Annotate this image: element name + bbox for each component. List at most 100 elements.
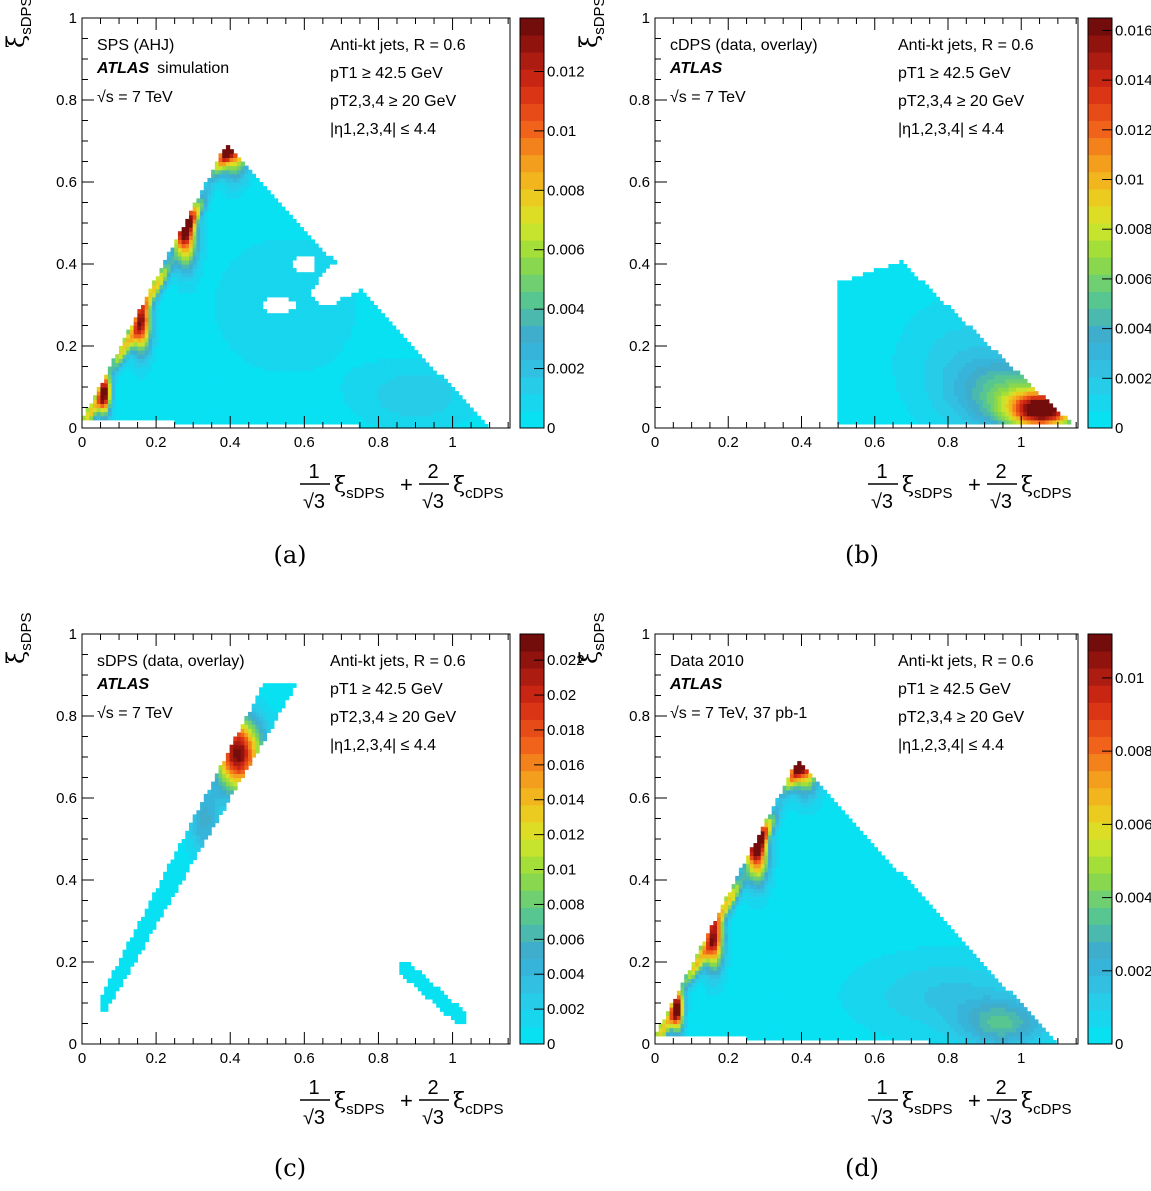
heatmap-cell [314, 333, 319, 339]
heatmap-cell [170, 346, 175, 351]
heatmap-cell [336, 411, 341, 417]
heatmap-cell [859, 317, 864, 322]
sample-label: SPS (AHJ) [97, 37, 174, 54]
heatmap-cell [214, 366, 220, 372]
heatmap-cell [137, 407, 142, 413]
heatmap-cell [314, 358, 319, 363]
heatmap-cell [935, 337, 941, 343]
heatmap-cell [288, 374, 293, 380]
heatmap-cell [203, 333, 209, 339]
heatmap-cell [340, 391, 345, 396]
heatmap-cell [851, 382, 857, 388]
heatmap-cell [935, 350, 941, 355]
heatmap-cell [913, 399, 919, 404]
heatmap-cell [251, 231, 257, 236]
heatmap-cell [141, 317, 146, 322]
heatmap-cell [391, 415, 397, 421]
heatmap-cell [236, 415, 242, 421]
heatmap-cell [240, 317, 245, 322]
heatmap-cell [406, 423, 411, 429]
heatmap-cell [185, 313, 190, 318]
heatmap-cell [873, 272, 879, 277]
heatmap-cell [214, 313, 220, 318]
heatmap-cell [921, 407, 926, 413]
heatmap-cell [126, 329, 131, 335]
heatmap-cell [421, 395, 426, 400]
heatmap-cell [262, 243, 268, 249]
heatmap-cell [244, 366, 249, 372]
heatmap-cell [155, 407, 161, 413]
z-tick-label: 0.006 [547, 242, 585, 259]
heatmap-cell [373, 399, 378, 404]
heatmap-cell [222, 153, 227, 158]
heatmap-cell [170, 341, 175, 347]
heatmap-cell [233, 333, 238, 339]
heatmap-cell [218, 272, 223, 277]
heatmap-cell [203, 382, 209, 388]
heatmap-cell [196, 247, 201, 253]
heatmap-cell [266, 374, 271, 380]
heatmap-cell [177, 415, 183, 421]
heatmap-cell [954, 329, 959, 335]
heatmap-cell [859, 276, 864, 281]
heatmap-cell [910, 309, 915, 314]
heatmap-cell [899, 354, 904, 359]
heatmap-cell [299, 399, 304, 404]
panel-legend: SPS (AHJ)ATLAS simulation√s = 7 TeV [96, 37, 229, 106]
heatmap-cell [262, 391, 268, 396]
heatmap-cell [862, 300, 868, 306]
heatmap-cell [159, 300, 164, 306]
heatmap-cell [395, 358, 400, 363]
heatmap-cell [950, 354, 955, 359]
heatmap-cell [851, 337, 857, 343]
heatmap-cell [288, 272, 293, 277]
heatmap-cell [200, 391, 205, 396]
heatmap-cell [270, 255, 275, 261]
heatmap-cell [932, 309, 937, 314]
heatmap-cell [373, 415, 378, 421]
heatmap-cell [104, 374, 109, 380]
heatmap-cell [225, 366, 231, 372]
heatmap-cell [163, 341, 168, 347]
heatmap-cell [913, 292, 919, 298]
heatmap-cell [122, 399, 127, 404]
heatmap-cell [943, 305, 948, 310]
heatmap-cell [917, 370, 922, 376]
heatmap-cell [332, 407, 338, 413]
heatmap-cell [118, 366, 124, 372]
heatmap-cell [362, 305, 367, 310]
heatmap-cell [917, 292, 922, 298]
heatmap-cell [906, 341, 911, 347]
heatmap-cell [236, 341, 242, 347]
x-tick-label: 0 [78, 434, 86, 451]
heatmap-cell [207, 387, 212, 392]
heatmap-cell [369, 366, 375, 372]
heatmap-cell [248, 255, 253, 261]
heatmap-cell [881, 309, 886, 314]
heatmap-cell [439, 378, 445, 384]
heatmap-cell [166, 382, 172, 388]
heatmap-cell [152, 346, 157, 351]
heatmap-cell [388, 423, 393, 429]
heatmap-cell [366, 329, 371, 335]
heatmap-cell [229, 333, 234, 339]
heatmap-cell [225, 341, 231, 347]
heatmap-cell [848, 374, 853, 380]
heatmap-cell [899, 309, 904, 314]
heatmap-cell [218, 194, 223, 199]
heatmap-cell [866, 399, 871, 404]
heatmap-cell [277, 251, 282, 257]
heatmap-cell [181, 399, 186, 404]
heatmap-cell [203, 407, 209, 413]
heatmap-cell [314, 251, 319, 257]
heatmap-cell [233, 206, 238, 212]
heatmap-cell [155, 305, 161, 310]
heatmap-cell [859, 387, 864, 392]
heatmap-cell [211, 292, 216, 298]
heatmap-cell [189, 231, 194, 236]
heatmap-cell [399, 354, 404, 359]
heatmap-cell [137, 346, 142, 351]
heatmap-cell [318, 378, 323, 384]
heatmap-cell [155, 276, 161, 281]
heatmap-cell [222, 276, 227, 281]
